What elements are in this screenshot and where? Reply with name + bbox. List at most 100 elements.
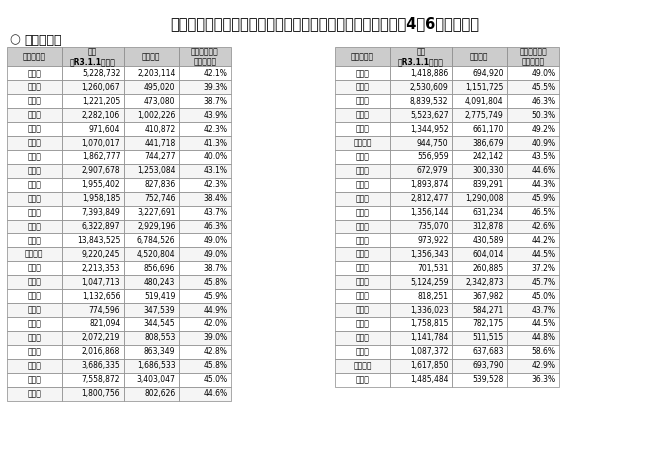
Text: 2,016,868: 2,016,868 (82, 347, 120, 357)
Text: 44.9%: 44.9% (203, 305, 227, 315)
Text: 38.7%: 38.7% (203, 264, 227, 273)
Text: 岡山県: 岡山県 (356, 180, 369, 189)
Text: 242,142: 242,142 (473, 152, 504, 162)
Text: 1,800,756: 1,800,756 (82, 389, 120, 398)
Text: 410,872: 410,872 (144, 124, 176, 134)
Text: 6,784,526: 6,784,526 (137, 236, 176, 245)
Text: 1,253,084: 1,253,084 (137, 166, 176, 176)
Text: 49.0%: 49.0% (203, 250, 227, 259)
Text: 人口
（R3.1.1時点）: 人口 （R3.1.1時点） (70, 47, 116, 66)
Text: 愛知県: 愛知県 (27, 375, 41, 384)
Text: 42.0%: 42.0% (203, 319, 227, 329)
Text: 岩手県: 岩手県 (27, 97, 41, 106)
Text: 茨城県: 茨城県 (27, 166, 41, 176)
Text: 661,170: 661,170 (473, 124, 504, 134)
Text: 782,175: 782,175 (473, 319, 504, 329)
Text: 827,836: 827,836 (144, 180, 176, 189)
Text: 863,349: 863,349 (144, 347, 176, 357)
Text: 2,213,353: 2,213,353 (82, 264, 120, 273)
Text: 大分県: 大分県 (356, 333, 369, 343)
Text: 都道府県名: 都道府県名 (351, 52, 374, 62)
Text: 8,839,532: 8,839,532 (410, 97, 448, 106)
Text: 鳥取県: 鳥取県 (356, 152, 369, 162)
Text: 滋賀県: 滋賀県 (356, 69, 369, 78)
Text: 1,893,874: 1,893,874 (410, 180, 448, 189)
Text: 45.9%: 45.9% (203, 291, 227, 301)
Text: 441,718: 441,718 (144, 138, 176, 148)
Text: 5,124,259: 5,124,259 (410, 277, 448, 287)
Text: 367,982: 367,982 (473, 291, 504, 301)
Text: 青森県: 青森県 (27, 83, 41, 92)
Text: 43.1%: 43.1% (203, 166, 227, 176)
Text: 神奈川県: 神奈川県 (25, 250, 44, 259)
Text: 宮崎県: 宮崎県 (356, 347, 369, 357)
Text: 1,758,815: 1,758,815 (410, 319, 448, 329)
Text: 秋田県: 秋田県 (27, 124, 41, 134)
Text: 1,617,850: 1,617,850 (410, 361, 448, 370)
Text: 386,679: 386,679 (473, 138, 504, 148)
Text: 千葉県: 千葉県 (27, 222, 41, 231)
Text: 584,271: 584,271 (473, 305, 504, 315)
Text: 徳島県: 徳島県 (356, 222, 369, 231)
Text: 長野県: 長野県 (27, 333, 41, 343)
Text: 1,002,226: 1,002,226 (137, 110, 176, 120)
Text: 40.0%: 40.0% (203, 152, 227, 162)
Text: 埼玉県: 埼玉県 (27, 208, 41, 217)
Text: 佐賀県: 佐賀県 (356, 291, 369, 301)
Text: 3,403,047: 3,403,047 (136, 375, 176, 384)
Text: 7,558,872: 7,558,872 (82, 375, 120, 384)
Text: 6,322,897: 6,322,897 (82, 222, 120, 231)
Text: 735,070: 735,070 (417, 222, 448, 231)
Text: 774,596: 774,596 (88, 305, 120, 315)
Text: 2,072,219: 2,072,219 (82, 333, 120, 343)
Text: 4,091,804: 4,091,804 (465, 97, 504, 106)
Text: 長崎県: 長崎県 (356, 305, 369, 315)
Text: 45.8%: 45.8% (203, 361, 227, 370)
Text: 人口
（R3.1.1時点）: 人口 （R3.1.1時点） (398, 47, 444, 66)
Text: 香川県: 香川県 (356, 236, 369, 245)
Text: 44.5%: 44.5% (532, 250, 556, 259)
Text: 1,356,144: 1,356,144 (410, 208, 448, 217)
Text: 43.9%: 43.9% (203, 110, 227, 120)
Text: 三重県: 三重県 (27, 389, 41, 398)
Text: 大阪府: 大阪府 (356, 97, 369, 106)
Text: 45.8%: 45.8% (203, 277, 227, 287)
Text: 347,539: 347,539 (144, 305, 176, 315)
Text: 36.3%: 36.3% (532, 375, 556, 384)
Text: 39.0%: 39.0% (203, 333, 227, 343)
Text: 43.7%: 43.7% (203, 208, 227, 217)
Text: ○: ○ (10, 34, 21, 47)
Text: 広島県: 広島県 (356, 194, 369, 203)
Text: 4,520,804: 4,520,804 (137, 250, 176, 259)
Text: 45.5%: 45.5% (532, 83, 556, 92)
Text: 46.3%: 46.3% (532, 97, 556, 106)
Text: 9,220,245: 9,220,245 (82, 250, 120, 259)
Text: 2,929,196: 2,929,196 (137, 222, 176, 231)
Text: 島根県: 島根県 (356, 166, 369, 176)
Text: 802,626: 802,626 (144, 389, 176, 398)
Text: 480,243: 480,243 (144, 277, 176, 287)
Text: 石川県: 石川県 (27, 291, 41, 301)
Text: 38.4%: 38.4% (203, 194, 227, 203)
Text: マイナンバーカードの市区町村別交付枚数等について（令和4年6月末時点）: マイナンバーカードの市区町村別交付枚数等について（令和4年6月末時点） (170, 16, 480, 31)
Text: 3,227,691: 3,227,691 (137, 208, 176, 217)
Text: 富山県: 富山県 (27, 277, 41, 287)
Text: 38.7%: 38.7% (203, 97, 227, 106)
Text: 808,553: 808,553 (144, 333, 176, 343)
Text: 701,531: 701,531 (417, 264, 448, 273)
Text: 山形県: 山形県 (27, 138, 41, 148)
Text: 971,604: 971,604 (89, 124, 120, 134)
Text: 312,878: 312,878 (473, 222, 504, 231)
Text: 7,393,849: 7,393,849 (81, 208, 120, 217)
Text: 2,282,106: 2,282,106 (82, 110, 120, 120)
Text: 42.8%: 42.8% (203, 347, 227, 357)
Text: 511,515: 511,515 (473, 333, 504, 343)
Text: 2,812,477: 2,812,477 (410, 194, 448, 203)
Text: 41.3%: 41.3% (203, 138, 227, 148)
Text: 福井県: 福井県 (27, 305, 41, 315)
Text: 1,070,017: 1,070,017 (82, 138, 120, 148)
Text: 1,132,656: 1,132,656 (82, 291, 120, 301)
Text: 5,523,627: 5,523,627 (410, 110, 448, 120)
Text: 50.3%: 50.3% (532, 110, 556, 120)
Text: 672,979: 672,979 (417, 166, 448, 176)
